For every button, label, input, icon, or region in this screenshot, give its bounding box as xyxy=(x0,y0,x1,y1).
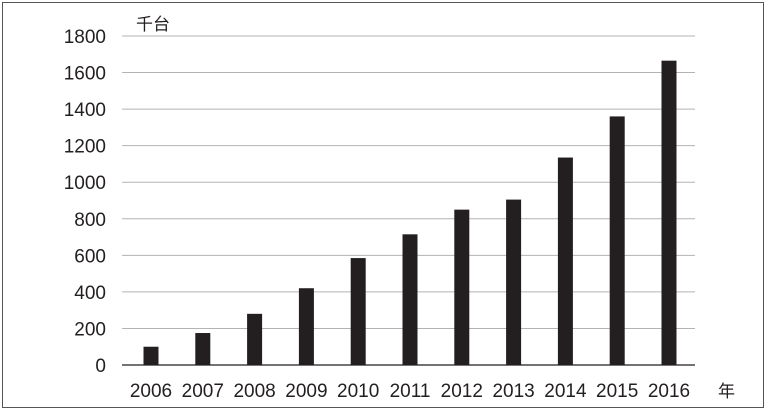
chart-frame xyxy=(2,2,764,408)
bar-2008 xyxy=(247,313,263,365)
bars xyxy=(143,60,677,366)
x-tick-label: 2016 xyxy=(648,381,690,402)
x-tick-label: 2006 xyxy=(130,381,172,402)
x-tick-label: 2008 xyxy=(233,381,275,402)
y-tick-label: 600 xyxy=(74,246,106,267)
bar-2007 xyxy=(195,333,211,365)
bar-2012 xyxy=(454,209,470,365)
bar-2006 xyxy=(143,346,159,365)
bar-2010 xyxy=(350,258,366,365)
y-tick-labels: 0 200 400 600 800 1000 1200 1400 1600 1800 xyxy=(64,27,106,377)
bar-2013 xyxy=(506,199,522,365)
y-tick-label: 400 xyxy=(74,283,106,304)
y-tick-label: 200 xyxy=(74,319,106,340)
x-axis-unit-label: 年 xyxy=(718,382,735,402)
x-tick-label: 2013 xyxy=(492,381,534,402)
x-tick-label: 2011 xyxy=(390,381,431,402)
y-tick-label: 0 xyxy=(95,356,106,377)
y-tick-label: 1200 xyxy=(64,137,106,158)
bar-2015 xyxy=(609,116,625,365)
y-axis-unit-label: 千台 xyxy=(136,15,170,35)
y-tick-label: 1600 xyxy=(64,64,106,85)
y-tick-label: 800 xyxy=(74,210,106,231)
bar-2009 xyxy=(298,288,314,365)
x-tick-label: 2007 xyxy=(182,381,224,402)
x-tick-label: 2009 xyxy=(285,381,327,402)
y-tick-label: 1000 xyxy=(64,173,106,194)
y-tick-label: 1800 xyxy=(64,27,106,48)
x-tick-label: 2010 xyxy=(337,381,379,402)
bar-2016 xyxy=(661,60,677,366)
y-tick-label: 1400 xyxy=(64,100,106,121)
x-tick-labels: 2006 2007 2008 2009 2010 2011 2012 2013 2014 2015… xyxy=(130,381,690,402)
x-tick-label: 2015 xyxy=(596,381,638,402)
bar-2011 xyxy=(402,234,418,365)
bar-2014 xyxy=(557,157,573,365)
gridlines xyxy=(122,35,695,366)
x-tick-label: 2012 xyxy=(441,381,483,402)
x-tick-label: 2014 xyxy=(544,381,587,402)
